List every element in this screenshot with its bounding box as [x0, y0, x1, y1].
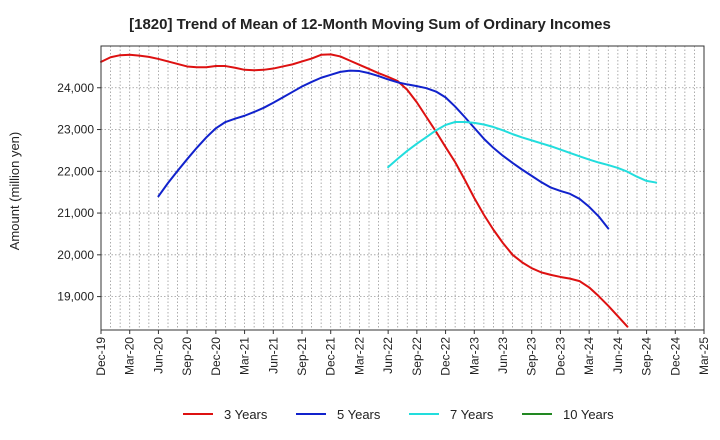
- x-axis-ticks: Dec-19 Mar-20 Jun-20 Sep-20 Dec-20 Mar-21 Jun-…: [94, 330, 711, 376]
- y-tick-label: 24,000: [57, 81, 94, 95]
- x-tick-label: Sep-22: [410, 337, 424, 376]
- legend: 3 Years 5 Years 7 Years 10 Years: [183, 407, 614, 422]
- x-tick-label: Sep-21: [295, 337, 309, 376]
- series-lines: [100, 53, 658, 328]
- x-tick-label: Dec-23: [553, 337, 567, 376]
- x-tick-label: Dec-20: [209, 337, 223, 376]
- x-tick-label: Jun-24: [611, 337, 625, 374]
- x-tick-label: Dec-22: [439, 337, 453, 376]
- x-tick-label: Dec-19: [94, 337, 108, 376]
- x-tick-label: Sep-23: [525, 337, 539, 376]
- x-tick-label: Jun-23: [496, 337, 510, 374]
- series-line-7-years: [387, 121, 658, 184]
- y-tick-label: 20,000: [57, 248, 94, 262]
- legend-label: 10 Years: [563, 407, 614, 422]
- x-tick-label: Jun-21: [266, 337, 280, 374]
- x-tick-label: Mar-20: [123, 337, 137, 375]
- x-tick-label: Dec-21: [324, 337, 338, 376]
- x-tick-label: Mar-24: [582, 337, 596, 375]
- legend-label: 7 Years: [450, 407, 494, 422]
- x-tick-label: Sep-24: [640, 337, 654, 376]
- series-line-3-years: [100, 53, 629, 328]
- x-tick-label: Mar-22: [352, 337, 366, 375]
- x-tick-label: Jun-20: [151, 337, 165, 374]
- legend-label: 3 Years: [224, 407, 268, 422]
- series-line-5-years: [157, 69, 610, 230]
- plot-frame: [100, 45, 705, 331]
- grid: [101, 46, 704, 330]
- y-tick-label: 22,000: [57, 164, 94, 178]
- y-axis-label: Amount (million yen): [7, 132, 22, 251]
- y-tick-label: 23,000: [57, 123, 94, 137]
- x-tick-label: Mar-23: [467, 337, 481, 375]
- x-tick-label: Jun-22: [381, 337, 395, 374]
- legend-label: 5 Years: [337, 407, 381, 422]
- y-tick-label: 21,000: [57, 206, 94, 220]
- chart-title: [1820] Trend of Mean of 12-Month Moving …: [129, 16, 611, 33]
- y-tick-label: 19,000: [57, 290, 94, 304]
- x-tick-label: Dec-24: [668, 337, 682, 376]
- x-tick-label: Sep-20: [180, 337, 194, 376]
- y-axis-ticks: 19,000 20,000 21,000 22,000 23,000 24,000: [57, 81, 101, 304]
- x-tick-label: Mar-21: [238, 337, 252, 375]
- x-tick-label: Mar-25: [697, 337, 711, 375]
